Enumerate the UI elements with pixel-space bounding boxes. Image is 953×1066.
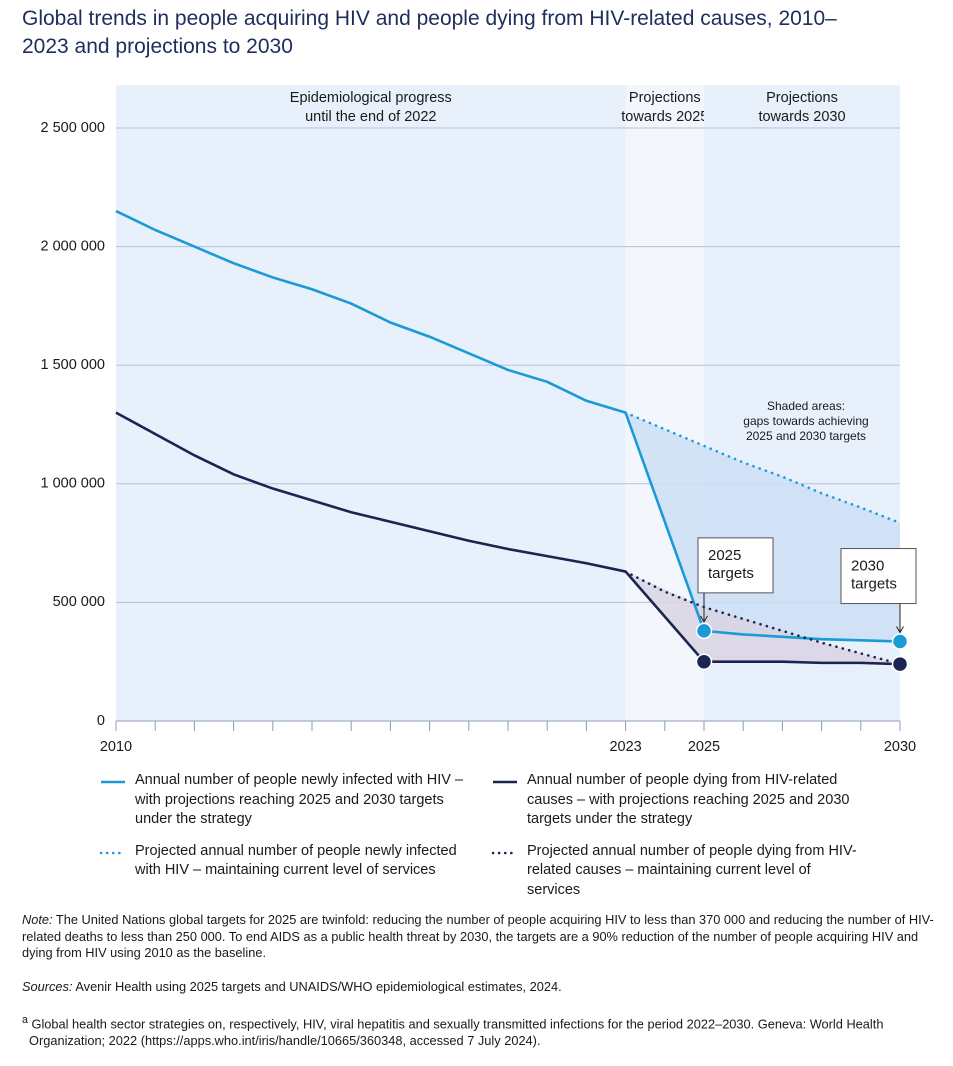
line xyxy=(704,660,901,666)
note: Note: The United Nations global targets … xyxy=(22,912,937,962)
legend-swatch xyxy=(100,851,126,854)
annotation-text: targets xyxy=(708,565,754,582)
legend-label: Projected annual number of people dying … xyxy=(527,842,857,898)
y-tick-label: 2 500 000 xyxy=(40,120,105,136)
y-tick-label: 500 000 xyxy=(53,594,105,610)
x-tick-label: 2025 xyxy=(688,739,720,755)
x-tick-label: 2030 xyxy=(884,739,916,755)
shaded-note: Shaded areas: xyxy=(767,399,845,413)
dotted-line xyxy=(624,570,902,666)
line xyxy=(115,209,626,414)
sources-label: Sources: xyxy=(22,978,73,994)
target-marker xyxy=(695,622,713,640)
footnote-text: Global health sector strategies on, resp… xyxy=(29,1016,884,1048)
note-text: The United Nations global targets for 20… xyxy=(22,912,934,960)
sources: Sources: Avenir Health using 2025 target… xyxy=(22,979,937,996)
shaded-note: 2025 and 2030 targets xyxy=(746,429,866,443)
legend-item: Projected annual number of people dying … xyxy=(492,842,884,901)
annotation-arrowhead xyxy=(700,615,708,623)
region-label: Projections xyxy=(629,90,701,106)
target-marker xyxy=(891,655,909,673)
annotation-text: 2025 xyxy=(708,547,741,564)
region-label: until the end of 2022 xyxy=(305,109,436,125)
x-tick-label: 2010 xyxy=(100,739,132,755)
line xyxy=(115,411,626,573)
notes: Note: The United Nations global targets … xyxy=(22,912,937,1066)
annotation-text: 2030 xyxy=(851,558,884,575)
region-label: towards 2025 xyxy=(621,109,708,125)
footnote: a Global health sector strategies on, re… xyxy=(22,1012,937,1049)
legend-label: Projected annual number of people newly … xyxy=(135,842,457,879)
y-tick-label: 0 xyxy=(97,713,105,729)
gap-area xyxy=(625,412,900,642)
shaded-note: gaps towards achieving xyxy=(743,414,868,428)
target-marker xyxy=(891,633,909,650)
line-segment xyxy=(624,570,705,663)
legend-swatch xyxy=(101,780,125,784)
line-segment xyxy=(624,412,706,632)
line xyxy=(703,629,901,643)
y-tick-label: 2 000 000 xyxy=(40,238,105,254)
annotation-box xyxy=(697,537,774,594)
gap-area xyxy=(625,571,900,665)
region-label: Projections xyxy=(766,90,838,106)
y-tick-label: 1 000 000 xyxy=(40,476,105,492)
x-tick-label: 2023 xyxy=(609,739,641,755)
target-marker xyxy=(695,653,713,670)
legend-label: Annual number of people newly infected w… xyxy=(135,772,464,827)
note-label: Note: xyxy=(22,912,53,927)
region-label: towards 2030 xyxy=(758,109,845,125)
sources-text: Avenir Health using 2025 targets and UNA… xyxy=(72,978,562,994)
region-label: Epidemiological progress xyxy=(290,90,452,106)
y-tick-label: 1 500 000 xyxy=(40,357,105,373)
annotation-box xyxy=(840,548,917,605)
chart: Epidemiological progress until the end of… xyxy=(40,85,917,755)
legend-item: Projected annual number of people newly … xyxy=(100,842,492,901)
annotation-arrowhead xyxy=(896,626,904,634)
legend-swatch xyxy=(492,851,518,854)
annotation-text: targets xyxy=(851,576,897,593)
legend: Annual number of people newly infected w… xyxy=(100,771,900,900)
legend-item: Annual number of people dying from HIV-r… xyxy=(492,771,884,830)
legend-item: Annual number of people newly infected w… xyxy=(100,771,492,830)
region xyxy=(116,85,626,721)
chart-title: Global trends in people acquiring HIV an… xyxy=(22,7,837,58)
legend-swatch xyxy=(493,780,517,784)
legend-label: Annual number of people dying from HIV-r… xyxy=(527,772,850,827)
footnote-marker: a xyxy=(22,1014,28,1026)
